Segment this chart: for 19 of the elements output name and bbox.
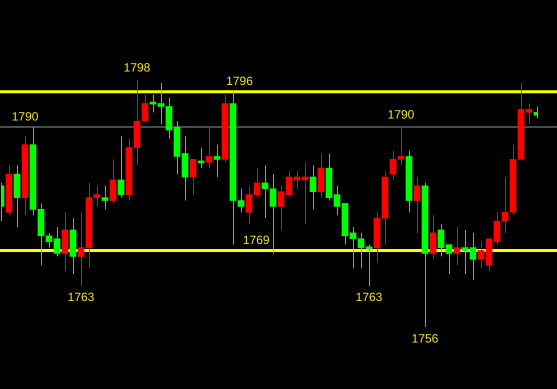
annotation: 1763: [68, 290, 95, 304]
ref-line-label: 1796: [226, 74, 254, 88]
candlestick: [198, 147, 204, 169]
candlestick: [310, 164, 316, 210]
candlestick: [110, 158, 116, 204]
candlestick: [190, 158, 196, 196]
candlestick: [118, 135, 124, 198]
annotation: 1798: [124, 60, 151, 74]
candlestick: [454, 226, 460, 266]
candlestick: [102, 185, 108, 210]
candlestick: [214, 144, 220, 178]
candlestick: [206, 126, 212, 169]
annotation: 1756: [412, 331, 439, 346]
annotation: 1763: [356, 290, 383, 304]
candlestick: [430, 214, 436, 260]
ref-line-label: 1790: [12, 109, 39, 124]
candlestick: [414, 176, 420, 234]
ref-line-label: 1769: [242, 232, 270, 247]
annotation: 1790: [388, 107, 415, 122]
